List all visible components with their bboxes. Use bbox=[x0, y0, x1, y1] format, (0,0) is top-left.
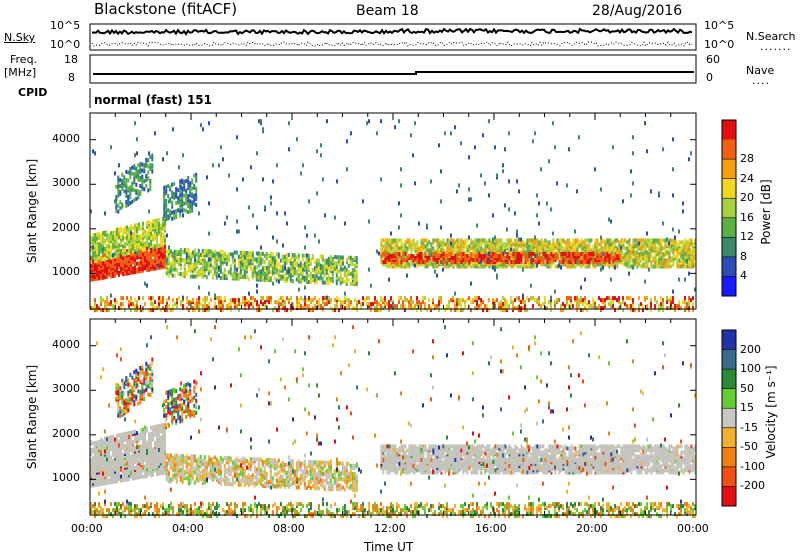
nsearch-tick-top: 10^5 bbox=[704, 19, 735, 32]
colorbar-tick-label: 200 bbox=[740, 342, 761, 356]
xtick-label: 00:00 bbox=[677, 522, 709, 535]
freq-panel bbox=[89, 54, 697, 84]
nsearch-tick-bottom: 10^0 bbox=[704, 38, 735, 51]
colorbar-tick-label: -15 bbox=[740, 420, 758, 434]
colorbar-tick-label: 50 bbox=[740, 381, 754, 395]
velocity-cells bbox=[90, 325, 697, 519]
freq-tick-bottom: 8 bbox=[68, 71, 75, 84]
xtick-label: 08:00 bbox=[273, 522, 305, 535]
colorbar-tick-label: 24 bbox=[740, 171, 754, 185]
nave-legend-dots: .... bbox=[752, 74, 770, 87]
ytick-label: 1000 bbox=[52, 471, 80, 485]
colorbar-tick-label: 4 bbox=[740, 269, 747, 283]
freq-series bbox=[93, 71, 694, 75]
nave-tick-bottom: 0 bbox=[706, 71, 713, 84]
xtick-label: 04:00 bbox=[172, 522, 204, 535]
ytick-label: 3000 bbox=[52, 382, 80, 396]
ytick-label: 2000 bbox=[52, 220, 80, 234]
freq-label: Freq. bbox=[10, 53, 38, 66]
xtick-label: 16:00 bbox=[475, 522, 507, 535]
colorbar-tick-label: -200 bbox=[740, 479, 765, 493]
velocity-panel bbox=[89, 318, 697, 519]
power-ylabel: Slant Range [km] bbox=[25, 158, 39, 264]
colorbar-tick-label: 16 bbox=[740, 210, 754, 224]
ytick-label: 1000 bbox=[52, 265, 80, 279]
colorbar-tick-label: 12 bbox=[740, 230, 754, 244]
colorbar-tick-label: 20 bbox=[740, 191, 754, 205]
velocity-axis bbox=[89, 319, 697, 515]
power-colorbar bbox=[721, 119, 737, 297]
nsky-tick-bottom: 10^0 bbox=[50, 38, 81, 51]
date-label: 28/Aug/2016 bbox=[592, 3, 683, 19]
nsearch-label: N.Search bbox=[746, 30, 796, 43]
velocity-colorbar-label: Velocity [m s⁻¹] bbox=[764, 365, 778, 459]
xtick-label: 20:00 bbox=[576, 522, 608, 535]
chart-title: Blackstone (fitACF) bbox=[94, 0, 238, 18]
ytick-label: 2000 bbox=[52, 426, 80, 440]
colorbar-tick-label: 28 bbox=[740, 152, 754, 166]
nsearch-legend-dots: ....... bbox=[760, 40, 792, 53]
colorbar-tick-label: 15 bbox=[740, 401, 754, 415]
freq-tick-top: 18 bbox=[64, 53, 78, 66]
xtick-label: 12:00 bbox=[374, 522, 406, 535]
velocity-colorbar bbox=[721, 329, 737, 507]
xtick-label: 00:00 bbox=[71, 522, 103, 535]
nsky-panel bbox=[89, 23, 697, 51]
power-panel bbox=[89, 112, 697, 313]
ytick-label: 4000 bbox=[52, 131, 80, 145]
colorbar-tick-label: -100 bbox=[740, 459, 765, 473]
colorbar-tick-label: -50 bbox=[740, 440, 758, 454]
cpid-label: CPID bbox=[18, 86, 48, 99]
beam-label: Beam 18 bbox=[356, 3, 419, 19]
nsky-tick-top: 10^5 bbox=[50, 19, 81, 32]
colorbar-tick-label: 8 bbox=[740, 249, 747, 263]
nave-tick-top: 60 bbox=[706, 53, 720, 66]
xaxis-label: Time UT bbox=[364, 540, 414, 554]
cpid-value: normal (fast) 151 bbox=[94, 93, 212, 107]
power-cells bbox=[90, 119, 697, 313]
nsky-series bbox=[91, 27, 693, 36]
power-axis bbox=[89, 113, 697, 309]
power-colorbar-label: Power [dB] bbox=[759, 179, 773, 245]
colorbar-tick-label: 100 bbox=[740, 362, 761, 376]
nave-label: Nave bbox=[746, 64, 775, 77]
velocity-ylabel: Slant Range [km] bbox=[25, 364, 39, 470]
freq-unit-label: [MHz] bbox=[4, 66, 37, 79]
nsky-label: N.Sky bbox=[4, 31, 36, 44]
nsearch-series bbox=[91, 41, 693, 47]
ytick-label: 4000 bbox=[52, 337, 80, 351]
ytick-label: 3000 bbox=[52, 176, 80, 190]
